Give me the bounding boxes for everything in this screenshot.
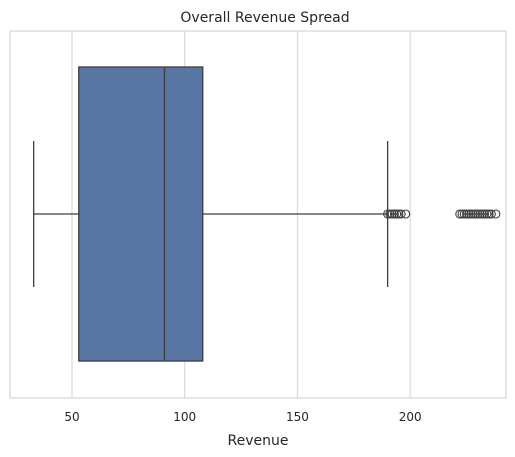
outlier-point — [455, 209, 465, 219]
outlier-point — [471, 209, 481, 219]
outlier-point — [401, 209, 411, 219]
outlier-point — [383, 209, 393, 219]
outlier-point — [482, 209, 492, 219]
outlier-point — [396, 209, 406, 219]
outlier-point — [385, 209, 395, 219]
outlier-point — [466, 209, 476, 219]
outlier-point — [459, 209, 469, 219]
outlier-point — [387, 209, 397, 219]
x-tick-label: 150 — [286, 410, 309, 424]
outlier-point — [484, 209, 494, 219]
x-axis-label: Revenue — [228, 433, 289, 449]
x-axis-ticks: 50 100 150 200 — [64, 410, 421, 424]
chart-title: Overall Revenue Spread — [180, 10, 349, 26]
x-tick-label: 100 — [173, 410, 196, 424]
x-tick-label: 200 — [399, 410, 422, 424]
outlier-point — [457, 209, 467, 219]
outlier-point — [464, 209, 474, 219]
outlier-point — [477, 209, 487, 219]
x-tick-label: 50 — [64, 410, 79, 424]
outlier-point — [486, 209, 496, 219]
outlier-point — [461, 209, 472, 219]
plot-area — [33, 66, 501, 362]
outlier-point — [394, 209, 404, 219]
outlier-point — [475, 209, 485, 219]
outlier-point — [468, 209, 478, 219]
outlier-point — [473, 209, 483, 219]
outlier-point — [389, 209, 399, 219]
outlier-point — [392, 209, 402, 219]
outlier-point — [480, 209, 490, 219]
iqr-box — [78, 66, 204, 362]
plot-frame — [9, 30, 507, 399]
outlier-point — [491, 209, 501, 219]
